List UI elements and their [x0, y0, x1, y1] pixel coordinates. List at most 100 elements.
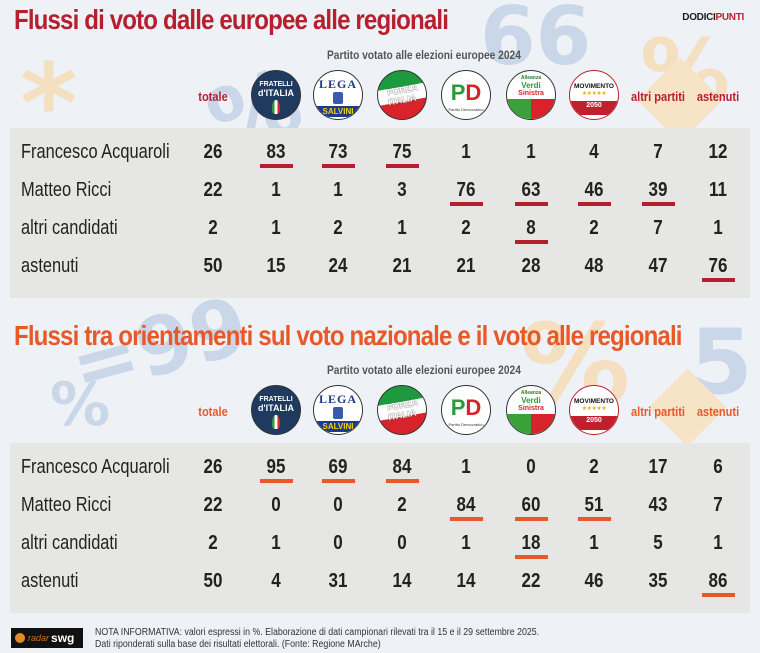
row-label: Matteo Ricci — [21, 179, 112, 201]
row-label: altri candidati — [21, 532, 118, 554]
logo-text: Sinistra — [518, 404, 544, 412]
table-cell: 21 — [456, 255, 476, 277]
table-cell: 4 — [271, 570, 281, 592]
highlight-underline — [515, 517, 548, 521]
table-cell: 22 — [203, 494, 223, 516]
radar-swg-logo: radar swg — [11, 628, 83, 648]
logo-text: Verdi — [521, 395, 541, 405]
party-logo-pd: P D Partito Democratico — [441, 70, 491, 120]
warrior-icon — [333, 407, 343, 419]
logo-text: FRATELLI — [259, 80, 293, 88]
party-logo-pd: P D Partito Democratico — [441, 385, 491, 435]
brand-part1: DODICI — [682, 12, 716, 23]
table-cell: 4 — [589, 141, 599, 163]
logo-text: 2050 — [586, 102, 602, 109]
highlight-underline — [702, 278, 735, 282]
background-digits-glyph: 5 — [690, 310, 753, 415]
table-cell: 2 — [397, 494, 407, 516]
brand-part2: PUNTI — [715, 12, 744, 23]
logo-text: 2050 — [586, 417, 602, 424]
logo-band: SALVINI — [314, 106, 362, 117]
table-cell: 24 — [328, 255, 348, 277]
row-label: altri candidati — [21, 217, 118, 239]
party-logo-fdi: FRATELLI d'ITALIA — [251, 385, 301, 435]
table-cell: 0 — [333, 532, 343, 554]
table-cell: 14 — [456, 570, 476, 592]
logo-split-band — [507, 413, 555, 434]
logo-text: d'ITALIA — [258, 402, 294, 413]
table-cell: 7 — [653, 141, 663, 163]
logo-band: 2050 — [570, 101, 618, 115]
table-cell: 8 — [526, 217, 536, 239]
logo-letter-p: P — [450, 395, 466, 420]
table-cell: 1 — [333, 179, 343, 201]
background-percent-glyph: % — [640, 20, 731, 125]
table-row: astenuti 50 4 31 14 14 22 46 35 86 — [10, 563, 750, 601]
logo-split-band — [507, 98, 555, 119]
column-header-altri-partiti: altri partiti — [630, 89, 686, 104]
table-cell: 2 — [589, 217, 599, 239]
table-cell: 17 — [648, 456, 668, 478]
table-cell: 1 — [271, 217, 281, 239]
flame-icon — [272, 99, 280, 114]
logo-letter-d: D — [465, 80, 482, 105]
highlight-underline — [515, 202, 548, 206]
logo-text: Alleanza — [520, 74, 542, 81]
table-cell: 12 — [708, 141, 728, 163]
table-cell: 0 — [271, 494, 281, 516]
highlight-underline — [515, 240, 548, 244]
table-cell: 2 — [589, 456, 599, 478]
table-row: Matteo Ricci 22 0 0 2 84 60 51 43 7 — [10, 487, 750, 525]
party-logo-m5s: MOVIMENTO ★★★★★ 2050 — [569, 70, 619, 120]
column-header-astenuti: astenuti — [696, 89, 740, 104]
highlight-underline — [322, 164, 355, 168]
highlight-underline — [450, 202, 483, 206]
row-label: Francesco Acquaroli — [21, 456, 170, 478]
table-cell: 84 — [392, 456, 412, 478]
logo-band: SALVINI — [314, 421, 362, 432]
logo-text: d'ITALIA — [258, 87, 294, 98]
table-row: Francesco Acquaroli 26 83 73 75 1 1 4 7 12 — [10, 134, 750, 172]
footnote: NOTA INFORMATIVA: valori espressi in %. … — [95, 627, 539, 651]
table-cell: 21 — [392, 255, 412, 277]
table-cell: 7 — [713, 494, 723, 516]
table-cell: 50 — [203, 255, 223, 277]
table-cell: 0 — [526, 456, 536, 478]
table-cell: 75 — [392, 141, 412, 163]
table-row: altri candidati 2 1 2 1 2 8 2 7 1 — [10, 210, 750, 248]
table-cell: 2 — [208, 217, 218, 239]
logo-letter-d: D — [465, 395, 482, 420]
row-label: astenuti — [21, 570, 79, 592]
table-cell: 3 — [397, 179, 407, 201]
table-cell: 47 — [648, 255, 668, 277]
column-header-astenuti: astenuti — [696, 404, 740, 419]
table-cell: 69 — [328, 456, 348, 478]
table-cell: 1 — [713, 532, 723, 554]
logo-swg-text: swg — [51, 631, 75, 645]
highlight-underline — [260, 164, 293, 168]
table-cell: 1 — [713, 217, 723, 239]
highlight-underline — [386, 164, 419, 168]
logo-text: Sinistra — [518, 89, 544, 97]
warrior-icon — [333, 92, 343, 104]
section1-subtitle: Partito votato alle elezioni europee 202… — [327, 48, 521, 62]
table-cell: 35 — [648, 570, 668, 592]
logo-text: LEGA — [318, 77, 357, 91]
party-logo-m5s: MOVIMENTO ★★★★★ 2050 — [569, 385, 619, 435]
highlight-underline — [578, 517, 611, 521]
section1-table: Francesco Acquaroli 26 83 73 75 1 1 4 7 12 Matteo … — [10, 128, 750, 298]
table-cell: 2 — [461, 217, 471, 239]
logo-band: 2050 — [570, 416, 618, 430]
table-cell: 5 — [653, 532, 663, 554]
table-cell: 60 — [521, 494, 541, 516]
table-cell: 1 — [461, 532, 471, 554]
column-header-totale: totale — [198, 404, 228, 419]
stars-icon: ★★★★★ — [581, 91, 607, 97]
table-cell: 86 — [708, 570, 728, 592]
column-header-totale: totale — [198, 89, 228, 104]
table-cell: 51 — [584, 494, 604, 516]
logo-radar-text: radar — [28, 633, 50, 643]
table-cell: 39 — [648, 179, 668, 201]
flame-icon — [272, 414, 280, 429]
